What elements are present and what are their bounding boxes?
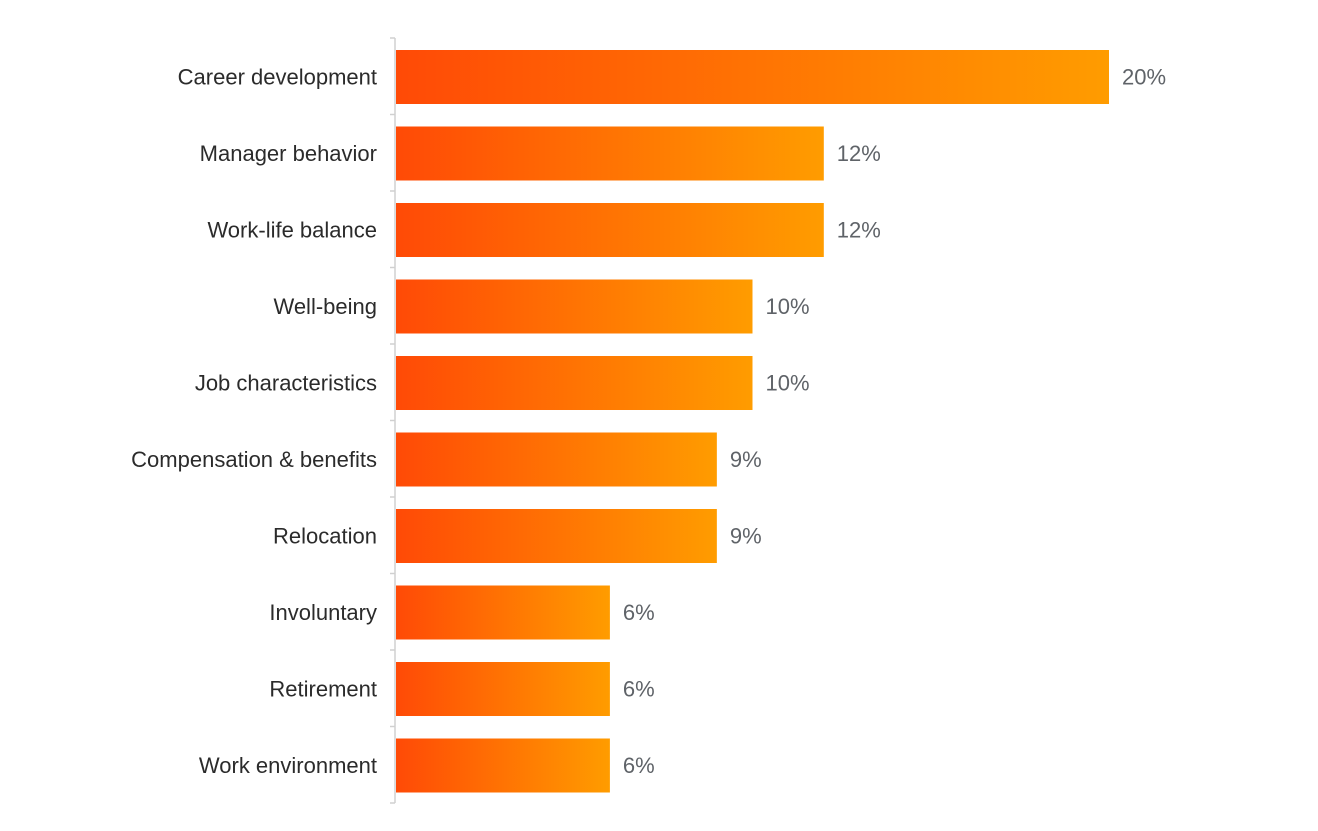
bar xyxy=(396,509,717,563)
value-label: 9% xyxy=(730,524,762,549)
bar xyxy=(396,585,610,640)
value-label: 12% xyxy=(837,141,881,166)
value-label: 20% xyxy=(1122,65,1166,90)
bar xyxy=(396,203,824,257)
value-label: 6% xyxy=(623,753,655,778)
category-label: Involuntary xyxy=(269,600,377,625)
category-label: Work-life balance xyxy=(207,218,377,243)
bar xyxy=(396,50,1109,104)
category-label: Work environment xyxy=(199,753,377,778)
bar xyxy=(396,432,717,487)
value-label: 9% xyxy=(730,447,762,472)
value-label: 6% xyxy=(623,677,655,702)
value-label: 10% xyxy=(766,294,810,319)
bar xyxy=(396,126,824,181)
value-label: 12% xyxy=(837,218,881,243)
value-label: 10% xyxy=(766,371,810,396)
category-labels: Career development Manager behavior Work-l… xyxy=(131,65,377,779)
bar xyxy=(396,738,610,793)
category-label: Career development xyxy=(178,65,377,90)
bar xyxy=(396,662,610,716)
value-label: 6% xyxy=(623,600,655,625)
bar xyxy=(396,356,753,410)
category-label: Well-being xyxy=(273,294,377,319)
category-label: Job characteristics xyxy=(195,371,377,396)
category-label: Manager behavior xyxy=(200,141,377,166)
category-label: Retirement xyxy=(269,677,377,702)
value-labels: 20% 12% 12% 10% 10% 9% 9% 6% 6% 6% xyxy=(623,65,1166,779)
bars xyxy=(396,50,1109,793)
category-label: Relocation xyxy=(273,524,377,549)
y-axis xyxy=(390,37,396,804)
category-label: Compensation & benefits xyxy=(131,447,377,472)
bar xyxy=(396,279,753,334)
